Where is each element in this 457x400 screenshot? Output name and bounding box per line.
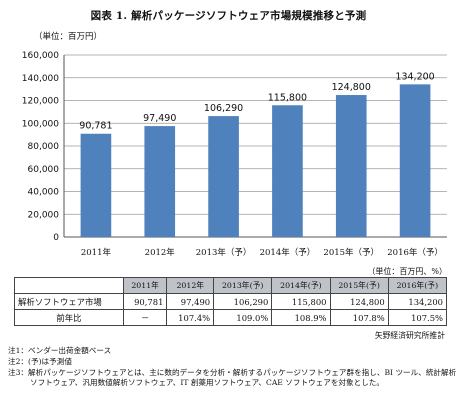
x-tick-label: 2012年 — [145, 247, 176, 258]
table-header-2011: 2011年 — [122, 277, 168, 294]
data-label: 106,290 — [204, 103, 243, 114]
table-cell: 107.4% — [166, 309, 215, 326]
table-cell: 124,800 — [329, 293, 389, 310]
table-cell: 106,290 — [213, 293, 273, 310]
table-header-blank — [14, 277, 124, 294]
x-tick-label: 2014年（予） — [260, 247, 316, 258]
y-tick-label: 100,000 — [22, 119, 59, 129]
table-header-2012: 2012年 — [166, 277, 215, 294]
x-tick-label: 2016年（予） — [387, 247, 443, 258]
x-tick-label: 2011年 — [81, 247, 112, 258]
table-cell: 107.8% — [329, 309, 389, 326]
y-tick-label: 60,000 — [28, 165, 60, 175]
table-cell: － — [122, 309, 168, 326]
table-cell: 90,781 — [122, 293, 168, 310]
figure-title: 図表 1. 解析パッケージソフトウェア市場規模推移と予測 — [90, 10, 367, 22]
y-tick-label: 40,000 — [28, 188, 60, 198]
source-note: 矢野経済研究所推計 — [374, 331, 445, 340]
table-header-2014: 2014年(予) — [271, 277, 331, 294]
data-label: 124,800 — [332, 82, 371, 93]
table-header-2015: 2015年(予) — [329, 277, 389, 294]
y-tick-label: 160,000 — [22, 51, 59, 61]
table-row-market: 解析ソフトウェア市場 90,781 97,490 106,290 115,800… — [14, 293, 448, 310]
bar — [208, 116, 239, 237]
notes: 注1：ベンダー出荷金額ベース 注2：(予)は予測値 注3：解析パッケージソフトウ… — [8, 346, 457, 389]
y-tick-label: 120,000 — [22, 97, 59, 107]
data-label: 90,781 — [79, 121, 112, 132]
table-unit-label: （単位：百万円、%） — [367, 267, 447, 276]
chart-unit-label: （単位：百万円） — [34, 32, 103, 42]
bar — [335, 95, 367, 237]
data-label: 115,800 — [268, 92, 307, 103]
bar — [144, 126, 176, 237]
bar — [399, 84, 431, 237]
note-1: 注1：ベンダー出荷金額ベース — [8, 346, 112, 355]
table-cell: 97,490 — [166, 293, 215, 310]
data-table: 2011年 2012年 2013年(予) 2014年(予) 2015年(予) 2… — [14, 277, 448, 326]
table-cell: 107.5% — [387, 309, 448, 326]
bar — [272, 105, 303, 237]
row-label-yoy: 前年比 — [14, 309, 124, 326]
bar — [80, 133, 112, 237]
note-3: 注3：解析パッケージソフトウェアとは、主に数的データを分析・解析するパッケージソ… — [8, 367, 457, 377]
y-tick-label: 140,000 — [22, 74, 59, 84]
bar-chart: 0 20,000 40,000 60,000 80,000 100,000 120,000 1… — [22, 51, 447, 258]
table-cell: 134,200 — [387, 293, 448, 310]
table-header-2016: 2016年(予) — [387, 277, 448, 294]
table-cell: 115,800 — [271, 293, 331, 310]
table-header-row: 2011年 2012年 2013年(予) 2014年(予) 2015年(予) 2… — [14, 277, 448, 294]
table-cell: 108.9% — [271, 309, 331, 326]
table-header-2013: 2013年(予) — [213, 277, 273, 294]
table-cell: 109.0% — [213, 309, 273, 326]
table-row-yoy: 前年比 － 107.4% 109.0% 108.9% 107.8% 107.5% — [14, 309, 448, 326]
data-label: 97,490 — [143, 113, 176, 124]
y-tick-label: 20,000 — [28, 210, 60, 220]
note-2: 注2：(予)は予測値 — [8, 356, 72, 366]
row-label-market: 解析ソフトウェア市場 — [14, 293, 124, 310]
data-label: 134,200 — [395, 71, 434, 82]
x-tick-label: 2015年（予） — [323, 247, 379, 258]
x-tick-label: 2013年（予） — [196, 247, 252, 258]
y-tick-label: 0 — [53, 233, 59, 243]
note-3-continued: ソフトウェア、汎用数値解析ソフトウェア、IT 創薬用ソフトウェア、CAE ソフト… — [30, 378, 384, 388]
y-tick-label: 80,000 — [28, 142, 60, 152]
